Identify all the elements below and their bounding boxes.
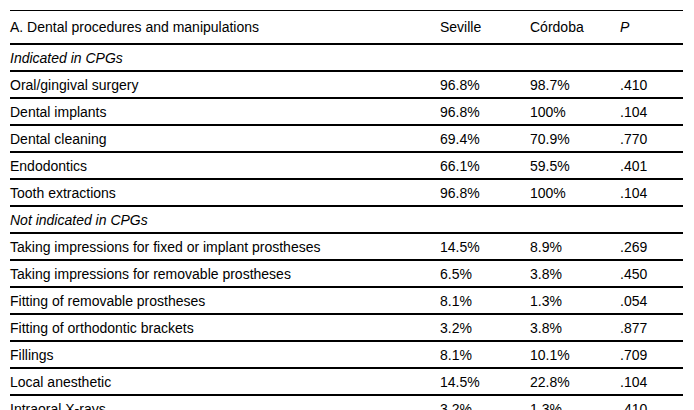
seville-value-cell: 8.1%: [440, 287, 530, 314]
paper-table-container: A. Dental procedures and manipulations S…: [10, 10, 683, 410]
p-value-cell: .104: [620, 98, 683, 125]
cordoba-value-cell: 3.8%: [530, 260, 620, 287]
column-header-cordoba: Córdoba: [530, 11, 620, 45]
section-header-row: Not indicated in CPGs: [10, 206, 683, 233]
cordoba-value-cell: 1.3%: [530, 395, 620, 410]
p-value-cell: .410: [620, 395, 683, 410]
table-row: Tooth extractions 96.8% 100% .104: [10, 179, 683, 206]
procedure-name-cell: Oral/gingival surgery: [10, 71, 440, 98]
procedure-name-cell: Fitting of removable prostheses: [10, 287, 440, 314]
table-row: Fillings 8.1% 10.1% .709: [10, 341, 683, 368]
section-label: Indicated in CPGs: [10, 44, 683, 71]
procedure-name-cell: Taking impressions for removable prosthe…: [10, 260, 440, 287]
table-row: Local anesthetic 14.5% 22.8% .104: [10, 368, 683, 395]
seville-value-cell: 96.8%: [440, 98, 530, 125]
seville-value-cell: 96.8%: [440, 71, 530, 98]
dental-procedures-table: A. Dental procedures and manipulations S…: [10, 10, 683, 410]
p-value-cell: .877: [620, 314, 683, 341]
cordoba-value-cell: 100%: [530, 98, 620, 125]
cordoba-value-cell: 70.9%: [530, 125, 620, 152]
section-label: Not indicated in CPGs: [10, 206, 683, 233]
procedure-name-cell: Fillings: [10, 341, 440, 368]
table-row: Dental cleaning 69.4% 70.9% .770: [10, 125, 683, 152]
seville-value-cell: 14.5%: [440, 233, 530, 260]
p-value-cell: .104: [620, 368, 683, 395]
seville-value-cell: 96.8%: [440, 179, 530, 206]
seville-value-cell: 6.5%: [440, 260, 530, 287]
table-row: Taking impressions for fixed or implant …: [10, 233, 683, 260]
p-value-cell: .410: [620, 71, 683, 98]
column-header-p: P: [620, 11, 683, 45]
p-value-cell: .104: [620, 179, 683, 206]
seville-value-cell: 3.2%: [440, 314, 530, 341]
section-header-row: Indicated in CPGs: [10, 44, 683, 71]
p-value-cell: .450: [620, 260, 683, 287]
procedure-name-cell: Dental cleaning: [10, 125, 440, 152]
cordoba-value-cell: 1.3%: [530, 287, 620, 314]
cordoba-value-cell: 8.9%: [530, 233, 620, 260]
procedure-name-cell: Dental implants: [10, 98, 440, 125]
procedure-name-cell: Intraoral X-rays: [10, 395, 440, 410]
table-row: Taking impressions for removable prosthe…: [10, 260, 683, 287]
p-value-cell: .054: [620, 287, 683, 314]
cordoba-value-cell: 100%: [530, 179, 620, 206]
table-row: Intraoral X-rays 3.2% 1.3% .410: [10, 395, 683, 410]
p-value-cell: .401: [620, 152, 683, 179]
seville-value-cell: 69.4%: [440, 125, 530, 152]
procedure-name-cell: Taking impressions for fixed or implant …: [10, 233, 440, 260]
p-value-cell: .269: [620, 233, 683, 260]
table-row: Oral/gingival surgery 96.8% 98.7% .410: [10, 71, 683, 98]
table-header-row: A. Dental procedures and manipulations S…: [10, 11, 683, 45]
table-row: Dental implants 96.8% 100% .104: [10, 98, 683, 125]
seville-value-cell: 66.1%: [440, 152, 530, 179]
cordoba-value-cell: 59.5%: [530, 152, 620, 179]
column-header-seville: Seville: [440, 11, 530, 45]
cordoba-value-cell: 98.7%: [530, 71, 620, 98]
table-row: Fitting of removable prostheses 8.1% 1.3…: [10, 287, 683, 314]
cordoba-value-cell: 22.8%: [530, 368, 620, 395]
column-header-procedures: A. Dental procedures and manipulations: [10, 11, 440, 45]
procedure-name-cell: Fitting of orthodontic brackets: [10, 314, 440, 341]
table-row: Fitting of orthodontic brackets 3.2% 3.8…: [10, 314, 683, 341]
procedure-name-cell: Endodontics: [10, 152, 440, 179]
p-value-cell: .709: [620, 341, 683, 368]
procedure-name-cell: Tooth extractions: [10, 179, 440, 206]
p-value-cell: .770: [620, 125, 683, 152]
table-row: Endodontics 66.1% 59.5% .401: [10, 152, 683, 179]
seville-value-cell: 3.2%: [440, 395, 530, 410]
seville-value-cell: 14.5%: [440, 368, 530, 395]
cordoba-value-cell: 10.1%: [530, 341, 620, 368]
cordoba-value-cell: 3.8%: [530, 314, 620, 341]
procedure-name-cell: Local anesthetic: [10, 368, 440, 395]
seville-value-cell: 8.1%: [440, 341, 530, 368]
